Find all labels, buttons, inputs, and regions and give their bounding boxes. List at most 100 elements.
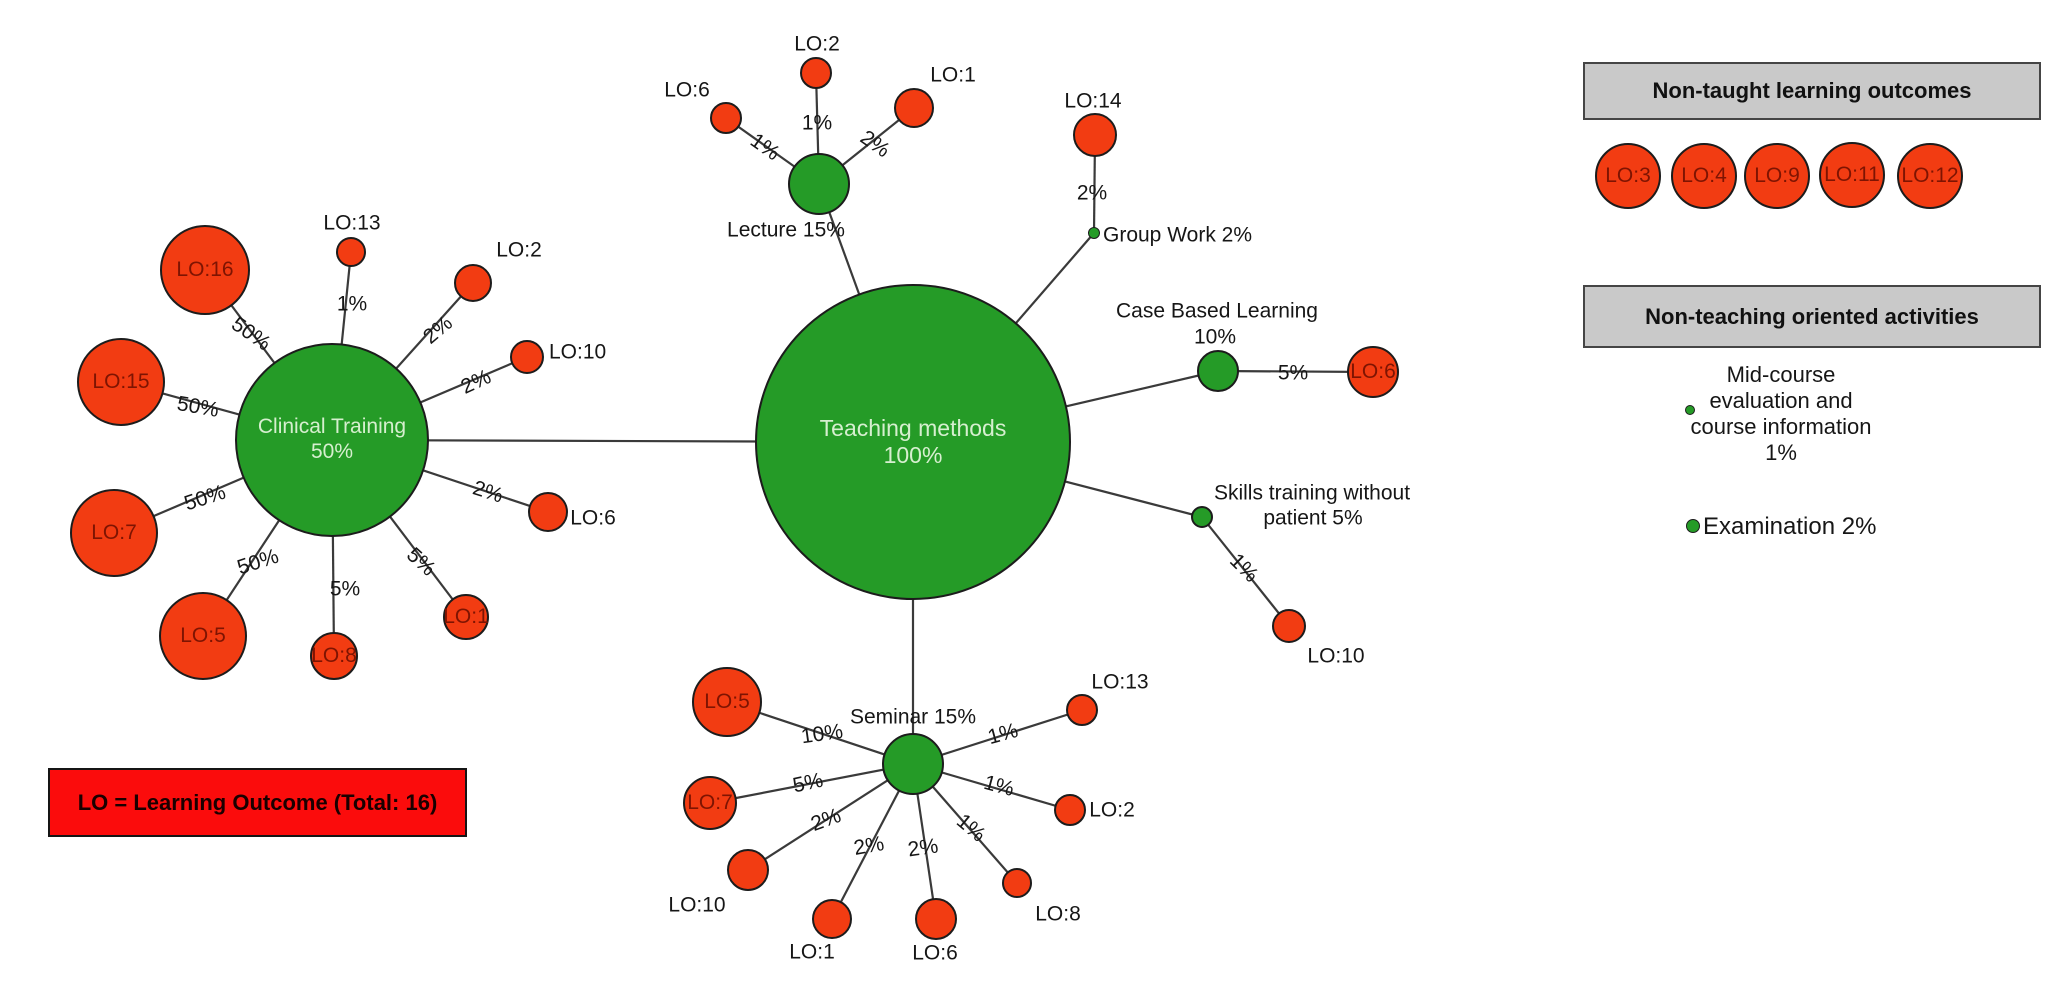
edge-percent-label: 1%	[336, 292, 368, 316]
node-ext-label: 10%	[1193, 325, 1237, 349]
node-lo13-clinical	[336, 237, 366, 267]
node-ext-label: Case Based Learning	[1116, 299, 1318, 323]
midcourse-line-3: course information	[1690, 414, 1872, 439]
edge-percent-label: 2%	[906, 834, 940, 862]
node-lo7-seminar: LO:7	[683, 776, 737, 830]
node-ext-label: Lecture 15%	[727, 218, 845, 242]
node-lo10-seminar	[727, 849, 769, 891]
node-cbl	[1197, 350, 1239, 392]
edge-percent-label: 10%	[799, 719, 845, 749]
midcourse-evaluation-label: Mid-course evaluation and course informa…	[1631, 362, 1931, 466]
node-label-legend-lo12: LO:12	[1901, 163, 1959, 187]
node-label-lo8-clinical: LO:8	[311, 643, 357, 667]
node-lo10-skills	[1272, 609, 1306, 643]
node-lo5-seminar: LO:5	[692, 667, 762, 737]
non-taught-legend-title: Non-taught learning outcomes	[1652, 78, 1972, 103]
node-label-legend-lo9: LO:9	[1754, 163, 1800, 187]
node-ext-label: LO:2	[794, 32, 840, 56]
node-label-lo5-seminar: LO:5	[704, 689, 750, 713]
node-groupwork-dot	[1088, 227, 1100, 239]
edge-seminar-lo10-seminar	[747, 763, 914, 871]
node-ext-label: LO:1	[930, 63, 976, 87]
node-ext-label: Group Work 2%	[1103, 223, 1252, 247]
node-label-lo15-clinical: LO:15	[92, 369, 150, 393]
midcourse-line-4: 1%	[1765, 440, 1797, 465]
node-ext-label: patient 5%	[1263, 506, 1363, 530]
edge-percent-label: 2%	[1076, 181, 1108, 205]
node-seminar	[882, 733, 944, 795]
node-skills-dot	[1191, 506, 1213, 528]
node-lo1-seminar	[812, 899, 852, 939]
node-lo2-clinical	[454, 264, 492, 302]
node-ext-label: LO:10	[1307, 644, 1365, 668]
node-legend-lo11: LO:11	[1819, 142, 1885, 208]
node-legend-lo4: LO:4	[1671, 143, 1737, 209]
node-ext-label: LO:1	[789, 940, 835, 964]
node-ext-label: LO:6	[912, 941, 958, 965]
edge-percent-label: 5%	[329, 577, 361, 601]
non-teaching-legend-header: Non-teaching oriented activities	[1583, 285, 2041, 348]
midcourse-line-1: Mid-course	[1726, 362, 1836, 387]
node-label-legend-lo11: LO:11	[1824, 162, 1880, 186]
node-label-legend-lo4: LO:4	[1681, 163, 1727, 187]
non-taught-legend-header: Non-taught learning outcomes	[1583, 62, 2041, 120]
node-lo16-clinical: LO:16	[160, 225, 250, 315]
node-ext-label: LO:10	[668, 893, 726, 917]
node-lo5-clinical: LO:5	[159, 592, 247, 680]
node-lo1-lecture	[894, 88, 934, 128]
node-label-clinical: Clinical Training 50%	[257, 415, 407, 463]
midcourse-line-2: evaluation and	[1709, 388, 1853, 413]
node-ext-label: LO:10	[549, 340, 607, 364]
node-lo2-lecture	[800, 57, 832, 89]
examination-label: Examination 2%	[1703, 513, 1877, 540]
node-lo6-seminar	[915, 898, 957, 940]
node-label-lo6-cbl: LO:6	[1350, 359, 1396, 383]
edge-seminar-lo7-seminar	[709, 762, 914, 805]
node-ext-label: LO:13	[1091, 670, 1149, 694]
node-legend-lo9: LO:9	[1744, 143, 1810, 209]
edge-percent-label: 5%	[1277, 361, 1309, 385]
node-lo8-seminar	[1002, 868, 1032, 898]
node-lo10-clinical	[510, 340, 544, 374]
node-label-lo5-clinical: LO:5	[180, 623, 226, 647]
lo-definition-box: LO = Learning Outcome (Total: 16)	[48, 768, 467, 837]
node-ext-label: LO:14	[1064, 89, 1122, 113]
lo-definition-text: LO = Learning Outcome (Total: 16)	[77, 789, 438, 815]
node-clinical: Clinical Training 50%	[235, 343, 429, 537]
node-exam-dot	[1686, 519, 1700, 533]
node-label-lo1-clinical: LO:1	[443, 604, 489, 628]
node-lo2-seminar	[1054, 794, 1086, 826]
node-ext-label: LO:2	[496, 238, 542, 262]
node-ext-label: LO:13	[323, 211, 381, 235]
node-teaching: Teaching methods 100%	[755, 284, 1071, 600]
node-ext-label: Skills training without	[1213, 481, 1411, 505]
node-label-legend-lo3: LO:3	[1605, 163, 1651, 187]
node-lo1-clinical: LO:1	[443, 594, 489, 640]
edge-skills-dot-lo10-skills	[1201, 516, 1290, 627]
node-label-lo7-seminar: LO:7	[687, 790, 733, 814]
node-ext-label: LO:6	[664, 78, 710, 102]
node-midcourse-dot	[1685, 405, 1695, 415]
node-ext-label: LO:2	[1089, 798, 1135, 822]
node-lo15-clinical: LO:15	[77, 338, 165, 426]
node-legend-lo3: LO:3	[1595, 143, 1661, 209]
edge-percent-label: 2%	[852, 832, 886, 860]
node-label-teaching: Teaching methods 100%	[819, 414, 1007, 468]
node-label-lo16-clinical: LO:16	[176, 257, 234, 281]
node-lecture	[788, 153, 850, 215]
non-teaching-legend-title: Non-teaching oriented activities	[1645, 303, 1979, 329]
node-lo6-lecture	[710, 102, 742, 134]
node-label-lo7-clinical: LO:7	[91, 520, 137, 544]
node-lo7-clinical: LO:7	[70, 489, 158, 577]
edge-percent-label: 1%	[801, 111, 833, 135]
node-ext-label: Seminar 15%	[849, 705, 977, 729]
node-ext-label: LO:6	[570, 506, 616, 530]
node-lo6-cbl: LO:6	[1347, 346, 1399, 398]
node-lo13-seminar	[1066, 694, 1098, 726]
node-ext-label: LO:8	[1035, 902, 1081, 926]
node-lo14-groupwork	[1073, 113, 1117, 157]
node-lo8-clinical: LO:8	[310, 632, 358, 680]
node-lo6-clinical	[528, 492, 568, 532]
node-legend-lo12: LO:12	[1897, 143, 1963, 209]
